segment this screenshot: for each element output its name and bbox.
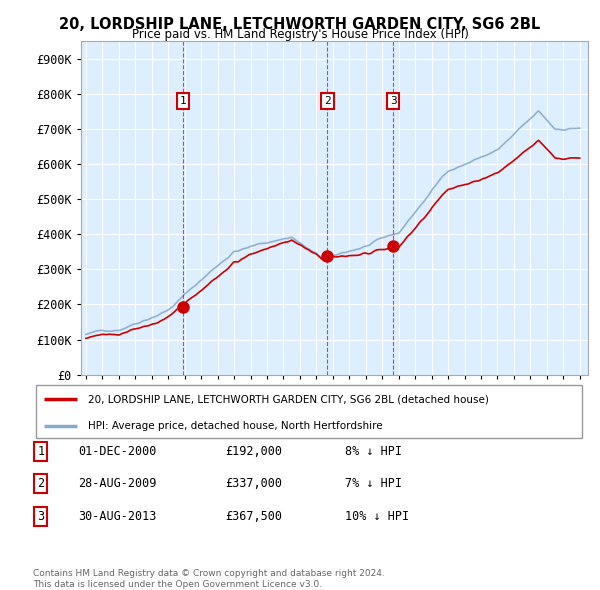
Text: 3: 3 <box>390 96 397 106</box>
Text: 8% ↓ HPI: 8% ↓ HPI <box>345 445 402 458</box>
Text: 20, LORDSHIP LANE, LETCHWORTH GARDEN CITY, SG6 2BL (detached house): 20, LORDSHIP LANE, LETCHWORTH GARDEN CIT… <box>88 394 489 404</box>
Text: 20, LORDSHIP LANE, LETCHWORTH GARDEN CITY, SG6 2BL: 20, LORDSHIP LANE, LETCHWORTH GARDEN CIT… <box>59 17 541 31</box>
Text: 10% ↓ HPI: 10% ↓ HPI <box>345 510 409 523</box>
Text: 2: 2 <box>37 477 44 490</box>
FancyBboxPatch shape <box>36 385 582 438</box>
Text: Contains HM Land Registry data © Crown copyright and database right 2024.: Contains HM Land Registry data © Crown c… <box>33 569 385 578</box>
Text: Price paid vs. HM Land Registry's House Price Index (HPI): Price paid vs. HM Land Registry's House … <box>131 28 469 41</box>
Text: £192,000: £192,000 <box>225 445 282 458</box>
Text: 3: 3 <box>37 510 44 523</box>
Text: 1: 1 <box>37 445 44 458</box>
Text: 1: 1 <box>180 96 187 106</box>
Text: 28-AUG-2009: 28-AUG-2009 <box>78 477 157 490</box>
Text: 2: 2 <box>324 96 331 106</box>
Text: 30-AUG-2013: 30-AUG-2013 <box>78 510 157 523</box>
Text: This data is licensed under the Open Government Licence v3.0.: This data is licensed under the Open Gov… <box>33 579 322 589</box>
Text: HPI: Average price, detached house, North Hertfordshire: HPI: Average price, detached house, Nort… <box>88 421 383 431</box>
Text: 01-DEC-2000: 01-DEC-2000 <box>78 445 157 458</box>
Text: £337,000: £337,000 <box>225 477 282 490</box>
Text: £367,500: £367,500 <box>225 510 282 523</box>
Text: 7% ↓ HPI: 7% ↓ HPI <box>345 477 402 490</box>
